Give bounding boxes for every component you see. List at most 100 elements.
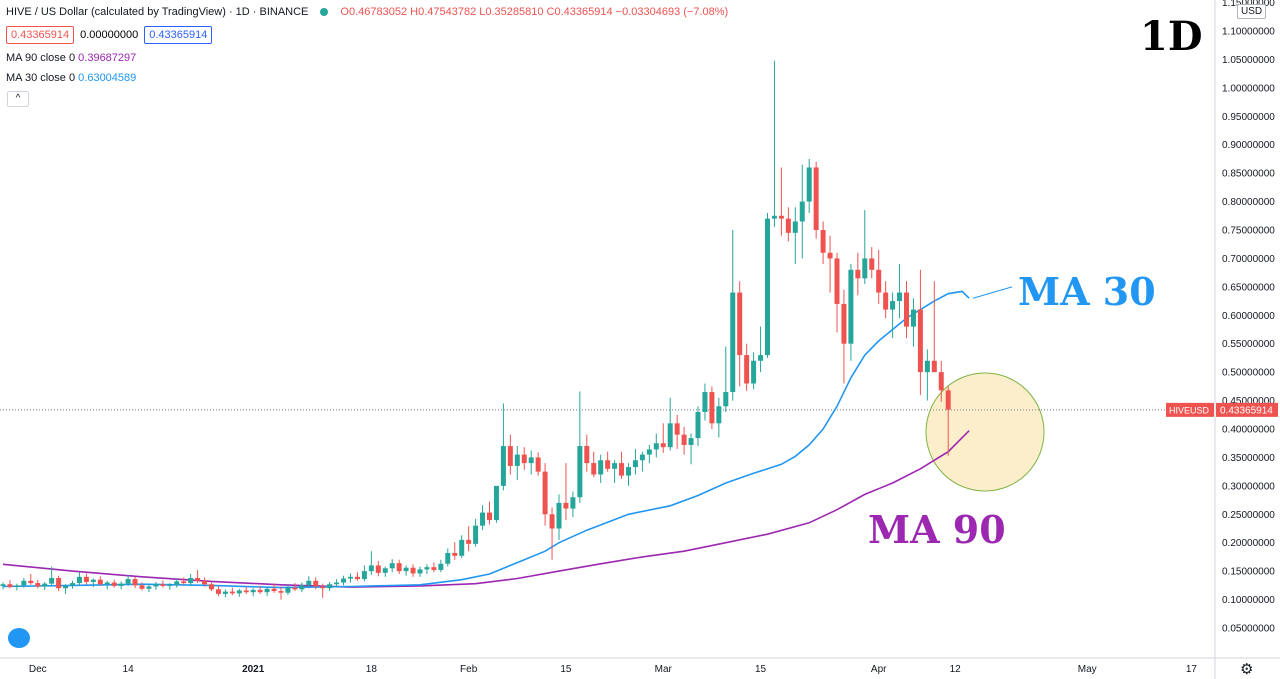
y-tick-label: 0.35000000 — [1222, 453, 1275, 464]
ma30-legend[interactable]: MA 30 close 0 0.63004589 — [6, 72, 136, 84]
candle-body — [535, 457, 541, 472]
x-tick-label: Apr — [871, 664, 887, 675]
candle-body — [0, 584, 6, 586]
candle-body — [403, 567, 409, 572]
candle-body — [222, 591, 228, 594]
candle-body — [869, 258, 875, 270]
candle-body — [139, 585, 145, 589]
candle-body — [361, 571, 367, 580]
candle-body — [834, 258, 840, 304]
chart-legend: HIVE / US Dollar (calculated by TradingV… — [6, 6, 728, 18]
candle-body — [820, 230, 826, 253]
y-tick-label: 0.65000000 — [1222, 282, 1275, 293]
candle-body — [639, 454, 645, 461]
candle-body — [480, 512, 486, 526]
price-box-3: 0.43365914 — [144, 26, 213, 44]
gear-icon[interactable]: ⚙ — [1240, 661, 1254, 678]
candle-body — [910, 309, 916, 327]
candle-body — [848, 269, 854, 344]
currency-button[interactable]: USD — [1237, 4, 1267, 19]
candle-body — [396, 563, 402, 572]
y-tick-label: 0.20000000 — [1222, 538, 1275, 549]
ma90-line — [2, 430, 970, 588]
candle-body — [737, 292, 743, 356]
y-tick-label: 0.70000000 — [1222, 254, 1275, 265]
candle-body — [778, 215, 784, 219]
candle-body — [626, 467, 631, 476]
candle-body — [897, 292, 903, 302]
candle-body — [507, 446, 513, 466]
candle-body — [341, 578, 347, 583]
candle-body — [243, 590, 249, 593]
candle-body — [549, 514, 555, 529]
candle-body — [487, 512, 492, 520]
x-tick-label: 14 — [123, 664, 135, 675]
candle-body — [368, 565, 374, 572]
candle-body — [320, 586, 326, 589]
collapse-legend-button[interactable]: ^ — [7, 91, 29, 107]
price-box-2: 0.00000000 — [80, 29, 139, 41]
candle-body — [111, 582, 117, 586]
symbol-tag-bg — [1166, 402, 1214, 417]
y-tick-label: 1.05000000 — [1222, 55, 1275, 66]
candle-body — [195, 577, 201, 581]
candle-body — [452, 552, 458, 556]
candle-body — [688, 438, 694, 445]
candle-body — [806, 167, 812, 202]
candle-body — [42, 583, 48, 587]
candle-body — [563, 502, 569, 509]
ma30-annotation: MA 30 — [1018, 269, 1156, 314]
candle-body — [167, 584, 173, 586]
last-price-tag-bg — [1216, 402, 1278, 417]
candle-body — [292, 587, 298, 590]
candle-body — [890, 301, 896, 310]
candle-body — [236, 590, 242, 594]
candle-body — [389, 563, 395, 569]
candle-body — [514, 454, 520, 466]
candle-body — [862, 258, 868, 279]
candle-body — [605, 460, 611, 469]
ma90-legend[interactable]: MA 90 close 0 0.39687297 — [6, 52, 136, 64]
candle-body — [382, 568, 388, 573]
candle-body — [410, 567, 416, 574]
candle-body — [542, 471, 548, 515]
ma30-legend-label: MA 30 close 0 — [6, 72, 76, 84]
candle-body — [250, 589, 256, 593]
candle-body — [855, 269, 861, 279]
candle-body — [306, 580, 312, 586]
price-boxes: 0.43365914 0.00000000 0.43365914 — [6, 26, 213, 44]
y-tick-label: 0.15000000 — [1222, 567, 1275, 578]
y-tick-label: 0.50000000 — [1222, 368, 1275, 379]
candle-body — [556, 502, 562, 529]
y-tick-label: 0.85000000 — [1222, 169, 1275, 180]
candle-body — [876, 269, 882, 293]
candle-body — [827, 252, 833, 259]
candle-body — [188, 577, 194, 584]
candle-body — [174, 581, 180, 585]
candle-body — [76, 576, 82, 584]
x-tick-label: May — [1078, 664, 1097, 675]
candle-body — [765, 218, 770, 356]
ma30-legend-value: 0.63004589 — [78, 72, 137, 84]
candle-body — [459, 539, 465, 556]
candle-body — [632, 460, 638, 468]
candle-body — [924, 360, 930, 373]
candle-body — [146, 586, 152, 589]
candle-body — [681, 434, 687, 445]
candle-body — [7, 584, 13, 588]
candle-body — [153, 584, 159, 587]
candle-body — [619, 463, 625, 476]
candle-body — [299, 585, 305, 590]
candle-body — [83, 576, 89, 582]
candle-body — [209, 584, 214, 590]
candle-body — [521, 454, 527, 464]
candle-body — [751, 360, 757, 384]
candle-body — [63, 585, 69, 589]
candle-body — [278, 591, 284, 593]
y-tick-label: 1.10000000 — [1222, 27, 1275, 38]
candle-body — [730, 292, 736, 393]
tradingview-logo-icon[interactable] — [8, 628, 30, 648]
candle-body — [612, 463, 618, 469]
y-tick-label: 0.55000000 — [1222, 339, 1275, 350]
